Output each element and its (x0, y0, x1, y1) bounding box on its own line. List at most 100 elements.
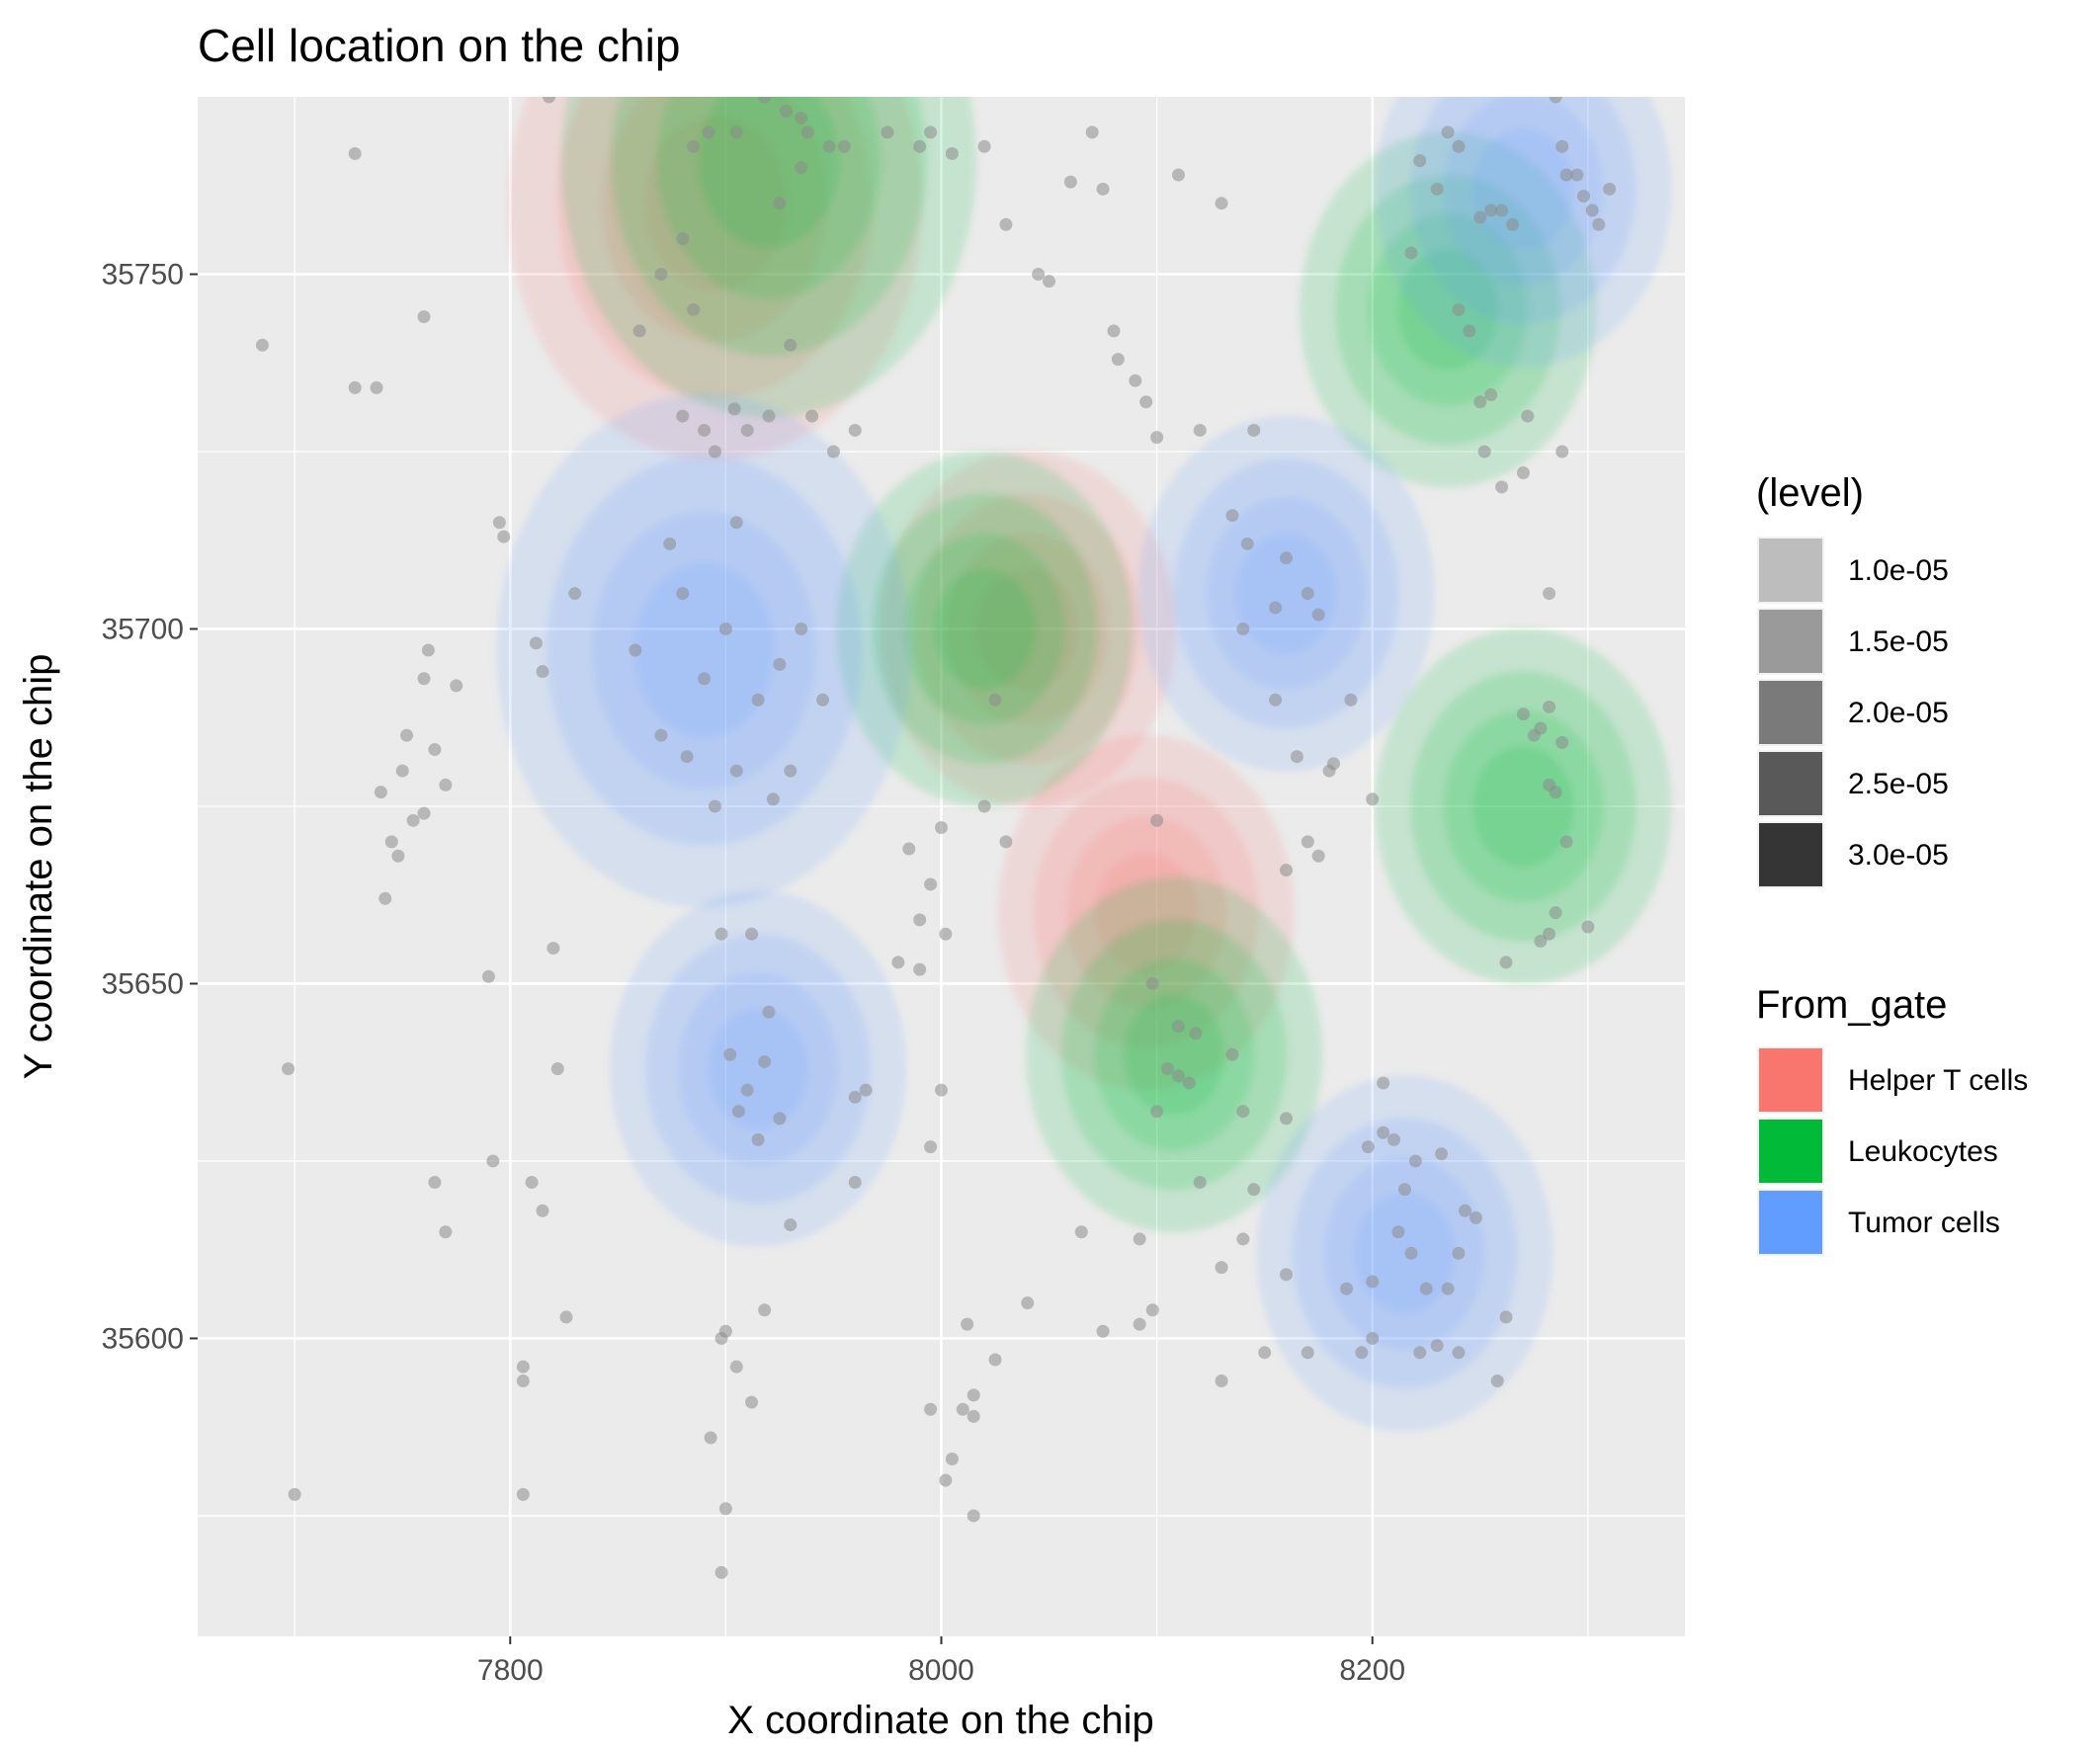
cell-point (723, 1047, 737, 1061)
cell-point (729, 516, 743, 530)
cell-point (1534, 934, 1548, 948)
cell-point (1484, 388, 1498, 402)
cell-point (1463, 324, 1476, 338)
legend-level-label-2: 1.5e-05 (1848, 625, 1949, 658)
cell-point (745, 1395, 759, 1409)
cell-point (1139, 395, 1153, 409)
cell-point (848, 1090, 862, 1104)
cell-point (924, 877, 938, 891)
cell-point (751, 1132, 765, 1146)
cell-point (1111, 353, 1125, 367)
legend-level-label-1: 1.0e-05 (1848, 554, 1949, 587)
cell-point (1145, 1303, 1159, 1317)
legend-gate-label-helper: Helper T cells (1848, 1064, 2028, 1097)
cell-point (559, 1310, 573, 1324)
cell-point (481, 969, 495, 983)
cell-point (859, 1083, 873, 1097)
cell-point (654, 267, 668, 281)
legend-level-swatch-4 (1759, 752, 1822, 815)
legend-level-title: (level) (1756, 471, 1864, 515)
legend-level-swatch-3 (1759, 681, 1822, 744)
cell-point (913, 913, 927, 927)
cell-point (822, 139, 836, 153)
cell-point (762, 1005, 776, 1019)
x-tick-label: 8200 (1339, 1654, 1405, 1687)
cell-point (1225, 1047, 1239, 1061)
cell-point (543, 97, 556, 104)
cell-point (1236, 622, 1250, 635)
cell-point (1452, 139, 1466, 153)
cell-point (391, 849, 405, 863)
cell-point (1391, 1225, 1405, 1239)
cell-point (1576, 190, 1590, 204)
cell-point (1258, 1346, 1272, 1360)
cell-point (945, 1453, 959, 1466)
cell-point (924, 125, 938, 139)
cell-point (961, 1317, 974, 1331)
cell-point (492, 516, 506, 530)
cell-point (939, 1473, 953, 1487)
cell-point (1129, 374, 1142, 387)
cell-point (1549, 906, 1562, 920)
cell-point (516, 1375, 530, 1388)
cell-point (486, 1154, 500, 1168)
cell-point (1145, 976, 1159, 990)
cell-point (1549, 97, 1562, 104)
cell-point (1161, 1062, 1175, 1076)
cell-point (1516, 708, 1530, 721)
cell-point (687, 302, 701, 316)
cell-point (1592, 217, 1606, 231)
cell-point (550, 1062, 564, 1076)
cell-point (348, 146, 362, 160)
cell-point (1279, 864, 1293, 877)
cell-point (1279, 1268, 1293, 1282)
y-tick-label: 35650 (102, 967, 184, 1000)
cell-point (1236, 1232, 1250, 1246)
cell-point (1189, 1027, 1203, 1041)
cell-point (988, 693, 1002, 707)
cell-point (1366, 792, 1380, 806)
legend-gate-swatch-helper (1759, 1048, 1822, 1112)
legend-gate-label-leukocytes: Leukocytes (1848, 1135, 1998, 1168)
cell-point (773, 1112, 787, 1125)
cell-point (1236, 1105, 1250, 1119)
cell-point (1340, 1282, 1354, 1295)
cell-point (516, 1360, 530, 1374)
cell-point (663, 537, 677, 550)
cell-point (1043, 275, 1056, 289)
cell-point (1290, 750, 1303, 764)
cell-point (1107, 324, 1121, 338)
cell-point (417, 806, 431, 820)
cell-point (1096, 1324, 1110, 1338)
cell-point (1459, 1204, 1472, 1217)
density-tumor-cells (496, 97, 1672, 1432)
cell-point (1581, 920, 1595, 934)
cell-point (913, 139, 927, 153)
y-axis-title: Y coordinate on the chip (17, 654, 60, 1080)
cell-point (1559, 835, 1573, 849)
cell-point (1279, 551, 1293, 565)
cell-point (255, 338, 269, 352)
cell-point (428, 743, 442, 757)
cell-point (348, 380, 362, 394)
cell-point (450, 679, 463, 693)
cell-point (1495, 480, 1509, 494)
cell-point (977, 799, 991, 813)
cell-point (708, 445, 721, 458)
cell-point (1413, 1346, 1427, 1360)
cell-point (784, 338, 798, 352)
cell-point (1490, 1375, 1504, 1388)
cell-point (1441, 1282, 1455, 1295)
cell-point (676, 587, 690, 601)
cell-point (1311, 849, 1325, 863)
cell-point (1559, 168, 1573, 182)
cell-point (525, 1175, 539, 1189)
cell-point (1534, 721, 1548, 735)
cell-point (1171, 1069, 1185, 1083)
cell-point (1387, 1132, 1401, 1146)
cell-point (1555, 139, 1569, 153)
cell-point (1408, 1154, 1422, 1168)
cell-point (395, 764, 409, 778)
cell-point (288, 1487, 301, 1501)
cell-point (1215, 1375, 1228, 1388)
